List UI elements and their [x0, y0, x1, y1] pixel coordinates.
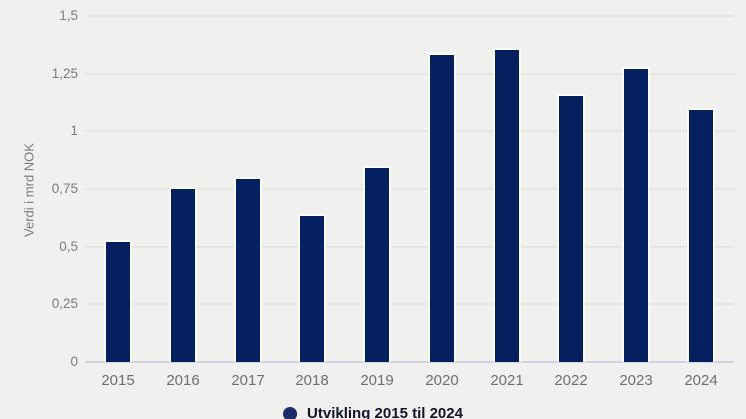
- x-tick-label: 2019: [360, 372, 394, 389]
- bar-2017[interactable]: [234, 177, 262, 362]
- x-tick-label: 2021: [490, 372, 524, 389]
- x-tick-label: 2024: [684, 372, 718, 389]
- y-gridline: [85, 15, 734, 17]
- bar-2020[interactable]: [428, 53, 456, 362]
- bar-2015[interactable]: [104, 240, 132, 362]
- legend-item[interactable]: Utvikling 2015 til 2024: [283, 405, 463, 419]
- legend-marker-circle-icon: [283, 406, 298, 419]
- y-gridline: [85, 188, 734, 190]
- x-tick-label: 2022: [554, 372, 588, 389]
- bar-2023[interactable]: [622, 67, 650, 362]
- x-axis-line: [85, 361, 734, 363]
- y-tick-label: 1: [70, 123, 78, 138]
- y-tick-label: 0,25: [51, 296, 78, 311]
- y-tick-label: 1,25: [51, 66, 78, 81]
- x-tick-label: 2017: [231, 372, 265, 389]
- bar-2019[interactable]: [363, 166, 391, 362]
- y-tick-label: 0,75: [51, 181, 78, 196]
- x-tick-label: 2016: [166, 372, 200, 389]
- x-tick-label: 2018: [295, 372, 329, 389]
- bar-2024[interactable]: [687, 108, 715, 362]
- legend-label: Utvikling 2015 til 2024: [307, 405, 463, 419]
- x-tick-label: 2023: [619, 372, 653, 389]
- x-tick-label: 2020: [425, 372, 459, 389]
- y-tick-label: 0: [70, 354, 78, 369]
- bar-2022[interactable]: [557, 94, 585, 362]
- bar-2021[interactable]: [493, 48, 521, 362]
- bar-2016[interactable]: [169, 187, 197, 362]
- y-gridline: [85, 246, 734, 248]
- x-tick-label: 2015: [101, 372, 135, 389]
- y-tick-label: 0,5: [59, 239, 78, 254]
- y-gridline: [85, 130, 734, 132]
- bar-2018[interactable]: [298, 214, 326, 362]
- y-gridline: [85, 303, 734, 305]
- y-gridline: [85, 73, 734, 75]
- y-tick-label: 1,5: [59, 8, 78, 23]
